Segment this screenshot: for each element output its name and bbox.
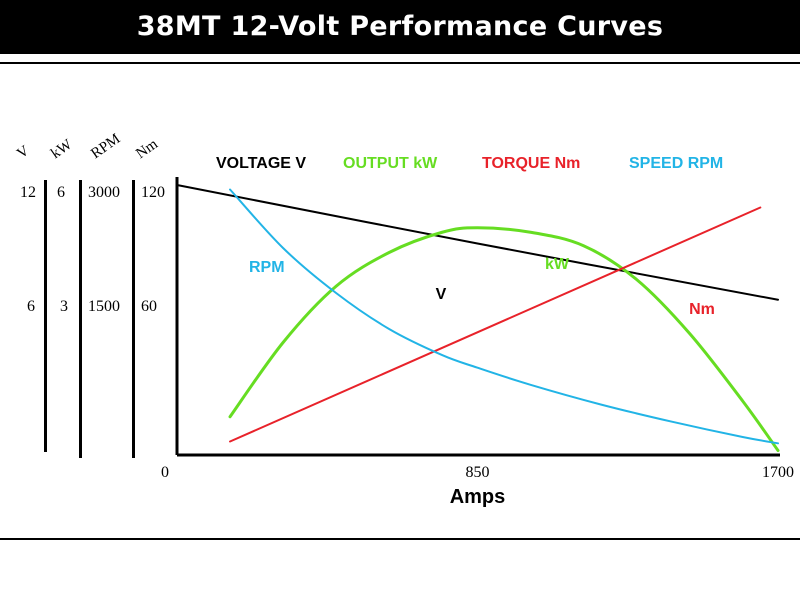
x-tick-label: 1700 <box>762 464 794 481</box>
volt-top-value: 12 <box>20 184 36 201</box>
plot-curves <box>176 184 780 452</box>
volt-mid-value: 6 <box>27 298 35 315</box>
frame-top-edge <box>0 62 800 64</box>
volt-axis-line <box>44 180 47 452</box>
rpm-top-value: 3000 <box>88 184 120 201</box>
kw-top-value: 6 <box>57 184 65 201</box>
x-tick-label: 850 <box>466 464 490 481</box>
kw-axis-line <box>79 180 82 458</box>
voltage-curve-label: V <box>436 286 447 303</box>
nm-mid-value: 60 <box>141 298 157 315</box>
speed-legend-entry: SPEED RPM <box>629 155 723 172</box>
speed-curve <box>229 188 779 445</box>
x-axis-label: Amps <box>450 486 506 508</box>
output-legend-entry: OUTPUT kW <box>343 155 438 172</box>
rpm-mid-value: 1500 <box>88 298 120 315</box>
torque-curve <box>229 206 762 443</box>
kw-mid-value: 3 <box>60 298 68 315</box>
plot-axes: 0 850 1700 Amps <box>161 177 794 508</box>
voltage-curve <box>176 184 779 301</box>
output-curve-label: kW <box>545 256 570 273</box>
title-bar: 38MT 12-Volt Performance Curves <box>0 0 800 54</box>
plot-labels: VkW Nm RPM VOLTAGE V OUTPUT kW TORQUE Nm SPEED… <box>216 155 723 318</box>
output-curve <box>228 226 780 452</box>
x-tick-label: 0 <box>161 464 169 481</box>
frame-bottom-edge <box>0 538 800 540</box>
torque-legend-entry: TORQUE Nm <box>482 155 580 172</box>
voltage-legend-entry: VOLTAGE V <box>216 155 306 172</box>
chart-title: 38MT 12-Volt Performance Curves <box>136 11 664 42</box>
torque-curve-label: Nm <box>689 301 715 318</box>
nm-top-value: 120 <box>141 184 165 201</box>
rpm-axis-line <box>132 180 135 458</box>
speed-curve-label: RPM <box>249 259 285 276</box>
